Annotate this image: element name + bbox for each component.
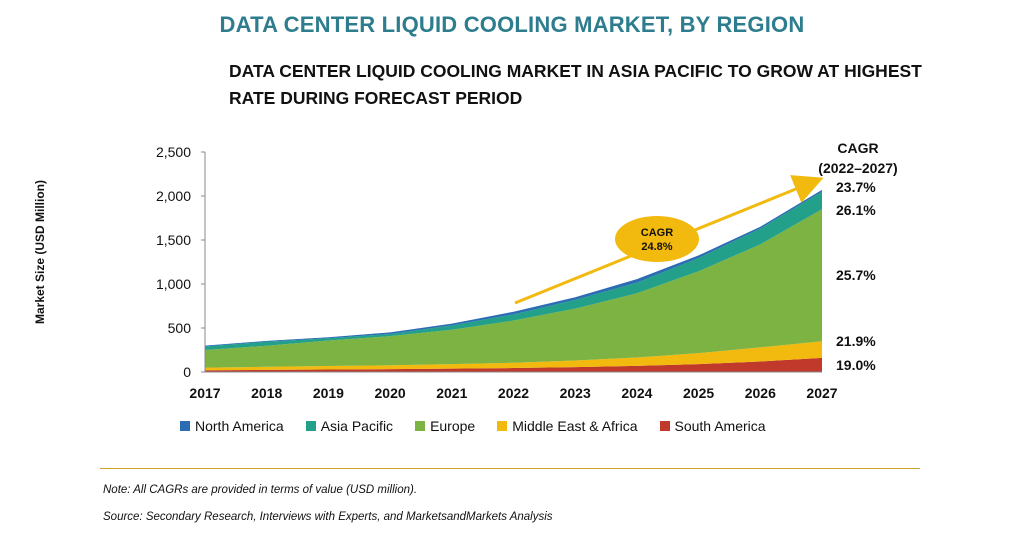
area-south-america (205, 357, 822, 372)
x-tick-label: 2019 (313, 385, 344, 401)
legend-label: Middle East & Africa (512, 418, 638, 434)
y-tick-label: 1,000 (156, 276, 191, 292)
legend-item-middle-east-africa: Middle East & Africa (497, 418, 638, 434)
x-tick-label: 2022 (498, 385, 529, 401)
cagr-bubble-value: 24.8% (641, 241, 672, 253)
area-europe (205, 209, 822, 368)
area-asia-pacific (205, 191, 822, 350)
cagr-header-line1: CAGR (837, 140, 878, 156)
chart-title: DATA CENTER LIQUID COOLING MARKET, BY RE… (219, 12, 805, 37)
chart-legend: North America Asia Pacific Europe Middle Ea… (180, 418, 788, 434)
y-tick-label: 2,000 (156, 188, 191, 204)
legend-label: Asia Pacific (320, 418, 394, 434)
x-tick-label: 2023 (560, 385, 591, 401)
legend-item-south-america: South America (659, 418, 766, 434)
x-tick-label: 2017 (189, 385, 220, 401)
cagr-label-europe: 25.7% (836, 267, 876, 283)
cagr-label-middle-east-africa: 21.9% (836, 333, 876, 349)
x-tick-label: 2024 (621, 385, 652, 401)
x-tick-label: 2026 (745, 385, 776, 401)
legend-swatch (180, 421, 190, 431)
legend-swatch (659, 421, 670, 431)
subtitle-line-2: RATE DURING FORECAST PERIOD (229, 88, 523, 108)
cagr-header-line2: (2022–2027) (818, 160, 897, 176)
y-tick-label: 1,500 (156, 232, 191, 248)
legend-swatch (305, 421, 316, 431)
legend-item-north-america: North America (180, 418, 284, 434)
x-tick-label: 2027 (806, 385, 837, 401)
chart-subtitle: DATA CENTER LIQUID COOLING MARKET IN ASI… (229, 58, 949, 112)
cagr-label-asia-pacific: 26.1% (836, 202, 876, 218)
x-tick-label: 2020 (375, 385, 406, 401)
legend-label: South America (674, 418, 766, 434)
area-middle-east-africa (205, 341, 822, 371)
source-note: Source: Secondary Research, Interviews w… (103, 511, 553, 523)
legend-item-europe: Europe (415, 418, 475, 434)
legend-swatch (497, 421, 508, 431)
y-tick-label: 0 (183, 364, 191, 380)
legend-label: North America (195, 418, 284, 434)
cagr-bubble-label: CAGR (641, 227, 673, 239)
legend-swatch (415, 421, 426, 431)
subtitle-line-1: DATA CENTER LIQUID COOLING MARKET IN ASI… (229, 61, 922, 81)
x-tick-label: 2018 (251, 385, 282, 401)
footnote: Note: All CAGRs are provided in terms of… (103, 484, 418, 496)
cagr-label-north-america: 23.7% (836, 179, 876, 195)
cagr-bubble (615, 216, 699, 262)
x-tick-label: 2025 (683, 385, 714, 401)
x-tick-label: 2021 (436, 385, 467, 401)
stacked-area-chart: 0 500 1,000 1,500 2,000 2,500 2017 2018 2019 2020… (156, 140, 898, 401)
legend-label: Europe (430, 418, 476, 434)
divider (100, 468, 920, 469)
cagr-label-south-america: 19.0% (836, 357, 876, 373)
y-tick-label: 2,500 (156, 144, 191, 160)
y-tick-label: 500 (168, 320, 192, 336)
legend-item-asia-pacific: Asia Pacific (305, 418, 394, 434)
